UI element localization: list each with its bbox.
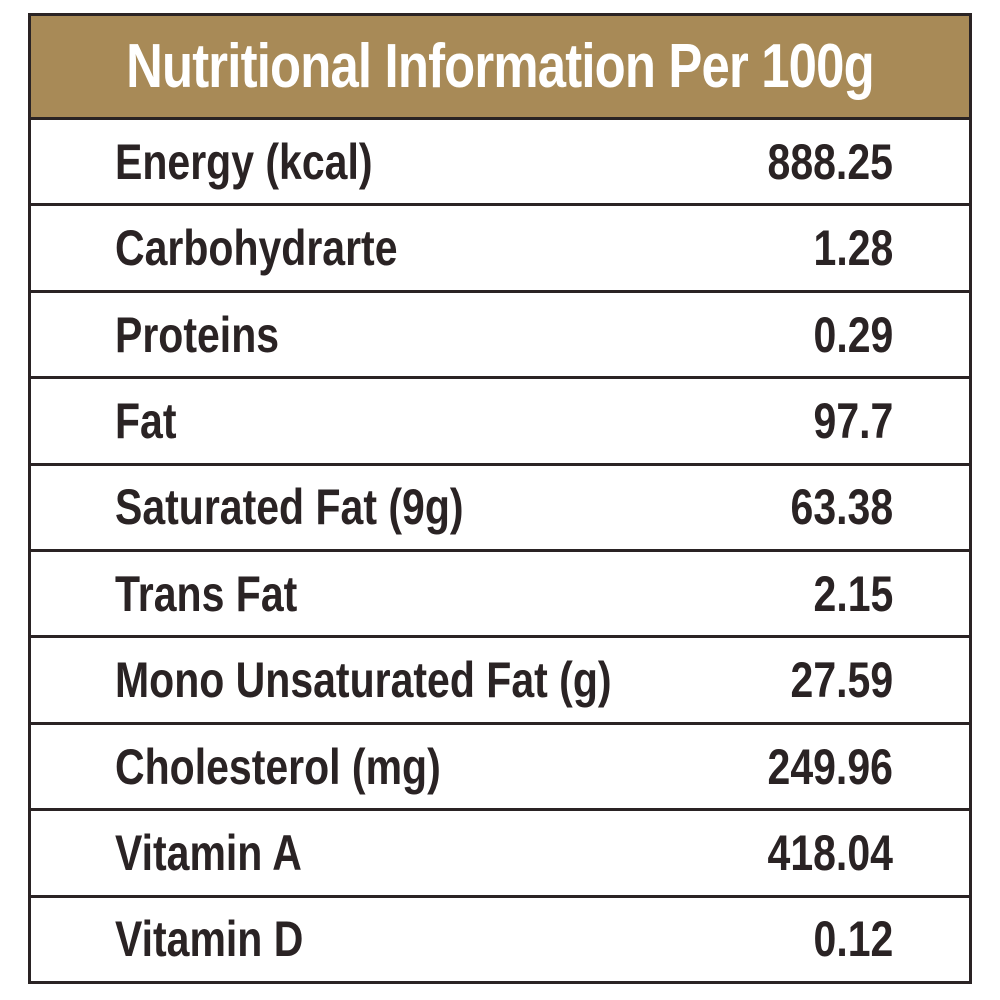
row-value: 888.25	[767, 133, 893, 190]
table-row-vitamin-d: Vitamin D 0.12	[31, 898, 969, 981]
row-label: Fat	[115, 392, 177, 449]
table-header: Nutritional Information Per 100g	[31, 16, 969, 120]
table-row-fat: Fat 97.7	[31, 379, 969, 466]
row-value: 27.59	[790, 652, 893, 709]
row-label: Vitamin A	[115, 824, 302, 881]
table-row-saturated-fat: Saturated Fat (9g) 63.38	[31, 466, 969, 553]
row-value: 0.12	[813, 911, 893, 968]
row-value: 418.04	[767, 824, 893, 881]
row-label: Mono Unsaturated Fat (g)	[115, 652, 612, 709]
row-label: Vitamin D	[115, 911, 304, 968]
row-value: 63.38	[790, 479, 893, 536]
table-row-cholesterol: Cholesterol (mg) 249.96	[31, 725, 969, 812]
table-row-mono-unsaturated-fat: Mono Unsaturated Fat (g) 27.59	[31, 638, 969, 725]
row-label: Proteins	[115, 306, 280, 363]
row-label: Saturated Fat (9g)	[115, 479, 464, 536]
table-row-energy: Energy (kcal) 888.25	[31, 120, 969, 207]
table-row-proteins: Proteins 0.29	[31, 293, 969, 380]
table-body: Energy (kcal) 888.25 Carbohydrarte 1.28 …	[31, 120, 969, 981]
row-label: Energy (kcal)	[115, 133, 373, 190]
row-label: Cholesterol (mg)	[115, 738, 441, 795]
table-title: Nutritional Information Per 100g	[126, 32, 875, 101]
row-label: Carbohydrarte	[115, 220, 398, 277]
row-value: 1.28	[813, 220, 893, 277]
row-value: 97.7	[813, 392, 893, 449]
table-row-vitamin-a: Vitamin A 418.04	[31, 811, 969, 898]
table-row-carbohydrate: Carbohydrarte 1.28	[31, 206, 969, 293]
table-row-trans-fat: Trans Fat 2.15	[31, 552, 969, 639]
nutrition-table: Nutritional Information Per 100g Energy …	[28, 13, 972, 984]
row-label: Trans Fat	[115, 565, 298, 622]
row-value: 249.96	[767, 738, 893, 795]
row-value: 2.15	[813, 565, 893, 622]
row-value: 0.29	[813, 306, 893, 363]
